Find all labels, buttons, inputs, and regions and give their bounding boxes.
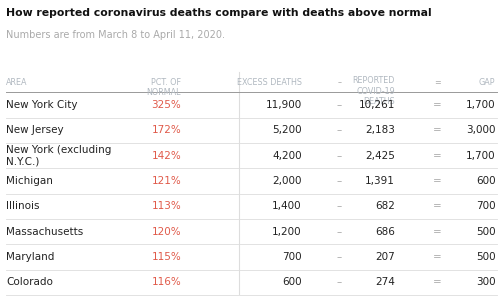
Text: 700: 700 <box>282 252 302 262</box>
Text: 4,200: 4,200 <box>272 151 302 161</box>
Text: 682: 682 <box>375 201 395 211</box>
Text: 2,000: 2,000 <box>272 176 302 186</box>
Text: 2,425: 2,425 <box>365 151 395 161</box>
Text: 325%: 325% <box>151 100 181 110</box>
Text: –: – <box>337 151 342 161</box>
Text: 500: 500 <box>476 252 495 262</box>
Text: –: – <box>338 78 342 87</box>
Text: –: – <box>337 252 342 262</box>
Text: =: = <box>433 227 442 237</box>
Text: 115%: 115% <box>151 252 181 262</box>
Text: –: – <box>337 201 342 211</box>
Text: =: = <box>433 176 442 186</box>
Text: Massachusetts: Massachusetts <box>6 227 83 237</box>
Text: New Jersey: New Jersey <box>6 125 64 135</box>
Text: GAP: GAP <box>479 78 495 87</box>
Text: 11,900: 11,900 <box>266 100 302 110</box>
Text: 142%: 142% <box>151 151 181 161</box>
Text: =: = <box>433 201 442 211</box>
Text: –: – <box>337 125 342 135</box>
Text: 121%: 121% <box>151 176 181 186</box>
Text: 5,200: 5,200 <box>272 125 302 135</box>
Text: 600: 600 <box>476 176 495 186</box>
Text: =: = <box>433 151 442 161</box>
Text: =: = <box>433 125 442 135</box>
Text: 500: 500 <box>476 227 495 237</box>
Text: EXCESS DEATHS: EXCESS DEATHS <box>237 78 302 87</box>
Text: –: – <box>337 176 342 186</box>
Text: Colorado: Colorado <box>6 277 53 287</box>
Text: 2,183: 2,183 <box>365 125 395 135</box>
Text: 700: 700 <box>476 201 495 211</box>
Text: 116%: 116% <box>151 277 181 287</box>
Text: =: = <box>434 78 441 87</box>
Text: 113%: 113% <box>151 201 181 211</box>
Text: Illinois: Illinois <box>6 201 40 211</box>
Text: PCT. OF
NORMAL: PCT. OF NORMAL <box>146 78 181 97</box>
Text: 120%: 120% <box>151 227 181 237</box>
Text: 1,391: 1,391 <box>365 176 395 186</box>
Text: 1,700: 1,700 <box>466 151 495 161</box>
Text: =: = <box>433 277 442 287</box>
Text: –: – <box>337 100 342 110</box>
Text: Maryland: Maryland <box>6 252 54 262</box>
Text: –: – <box>337 227 342 237</box>
Text: 172%: 172% <box>151 125 181 135</box>
Text: =: = <box>433 100 442 110</box>
Text: 686: 686 <box>375 227 395 237</box>
Text: –: – <box>337 277 342 287</box>
Text: 1,700: 1,700 <box>466 100 495 110</box>
Text: 1,400: 1,400 <box>272 201 302 211</box>
Text: Numbers are from March 8 to April 11, 2020.: Numbers are from March 8 to April 11, 20… <box>6 30 225 41</box>
Text: AREA: AREA <box>6 78 28 87</box>
Text: 600: 600 <box>282 277 302 287</box>
Text: New York City: New York City <box>6 100 77 110</box>
Text: 3,000: 3,000 <box>466 125 495 135</box>
Text: New York (excluding
N.Y.C.): New York (excluding N.Y.C.) <box>6 145 111 167</box>
Text: 10,261: 10,261 <box>359 100 395 110</box>
Text: 207: 207 <box>375 252 395 262</box>
Text: 300: 300 <box>476 277 495 287</box>
Text: 274: 274 <box>375 277 395 287</box>
Text: =: = <box>433 252 442 262</box>
Text: 1,200: 1,200 <box>272 227 302 237</box>
Text: How reported coronavirus deaths compare with deaths above normal: How reported coronavirus deaths compare … <box>6 8 432 18</box>
Text: Michigan: Michigan <box>6 176 53 186</box>
Text: REPORTED
COVID-19
DEATHS: REPORTED COVID-19 DEATHS <box>353 76 395 106</box>
